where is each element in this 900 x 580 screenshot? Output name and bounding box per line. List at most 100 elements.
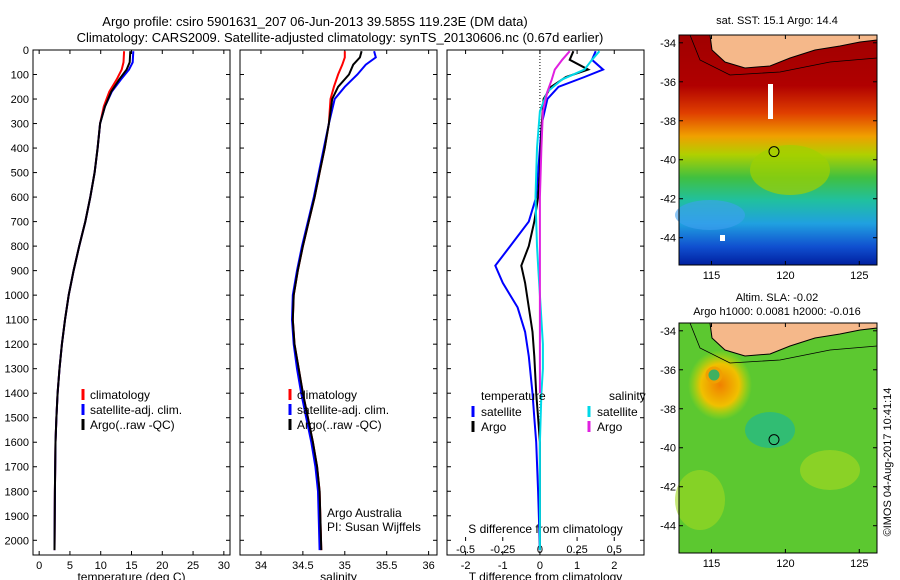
sla-map: -34 -36 -38 -40 -42 -44 115 120 125 <box>660 322 878 570</box>
sst-map-frame <box>678 34 878 266</box>
depth-tick-label: 0 <box>23 45 29 57</box>
sst-warm-patch <box>750 145 830 195</box>
salinity-xtick-label: 34 <box>255 560 267 572</box>
sla-warm-eddy <box>688 350 752 420</box>
salinity-xlabel: salinity <box>320 570 357 580</box>
temperature-panel: 0100200300400500600700800900100011001200… <box>5 45 231 580</box>
difference-panel: -2 -1 0 1 2T difference from climatology -0.5… <box>446 49 646 580</box>
salinity-series-argo-raw-qc- <box>291 50 363 551</box>
imos-watermark: ©IMOS 04-Aug-2017 10:41:14 <box>882 388 894 537</box>
depth-tick-label: 700 <box>11 217 29 229</box>
map-lat-label: -44 <box>660 233 676 245</box>
salinity-legend-label: Argo(..raw -QC) <box>297 418 382 432</box>
temperature-frame <box>32 49 231 556</box>
difference-xlabel: T difference from climatology <box>469 570 623 580</box>
temperature-legend-label: satellite-adj. clim. <box>90 403 182 417</box>
sla-map-title-1: Altim. SLA: -0.02 <box>736 292 819 304</box>
temperature-xtick-label: 15 <box>125 560 137 572</box>
depth-tick-label: 1300 <box>5 364 29 376</box>
legend-s-label: satellite <box>597 405 638 419</box>
sst-map-title: sat. SST: 15.1 Argo: 14.4 <box>716 15 838 27</box>
difference-series-t-argo <box>520 50 591 551</box>
sst-map: -34 -36 -38 -40 -42 -44 115 120 125 <box>660 34 878 282</box>
legend-t-label: satellite <box>481 405 522 419</box>
depth-tick-label: 1600 <box>5 437 29 449</box>
depth-tick-label: 1200 <box>5 339 29 351</box>
map-lon-label: 115 <box>703 270 721 282</box>
title-line-2: Climatology: CARS2009. Satellite-adjuste… <box>77 30 604 45</box>
salinity-frame <box>239 49 438 556</box>
sst-cloud-gap-2 <box>720 235 725 241</box>
map-lat-label: -40 <box>660 443 676 455</box>
map-lon-label: 125 <box>850 270 868 282</box>
sla-eddy-core <box>705 366 723 384</box>
legend-salinity-title: salinity <box>609 389 646 403</box>
map-lon-label: 115 <box>703 558 721 570</box>
salinity-xtick-label: 36 <box>422 560 434 572</box>
temperature-series-climatology <box>53 51 126 551</box>
sdiff-tick-label: -0.5 <box>456 544 475 556</box>
map-lat-label: -38 <box>660 116 676 128</box>
map-lon-label: 125 <box>850 558 868 570</box>
map-lon-label: 120 <box>776 270 794 282</box>
depth-tick-label: 1500 <box>5 413 29 425</box>
salinity-panel: 34 34.5 35 35.5 36 salinity climatologysatelli… <box>239 49 438 580</box>
sst-cloud-gap <box>768 84 773 119</box>
title-line-1: Argo profile: csiro 5901631_207 06-Jun-2… <box>102 14 527 29</box>
depth-tick-label: 600 <box>11 192 29 204</box>
temperature-xlabel: temperature (deg C) <box>77 570 185 580</box>
difference-xtick-label: 0 <box>537 560 543 572</box>
depth-tick-label: 300 <box>11 119 29 131</box>
map-lat-label: -40 <box>660 155 676 167</box>
depth-tick-label: 2000 <box>5 535 29 547</box>
sla-map-ticks: -34 -36 -38 -40 -42 -44 115 120 125 <box>660 323 877 570</box>
legend-s-label: Argo <box>597 420 623 434</box>
depth-tick-label: 1900 <box>5 511 29 523</box>
salinity-xtick-label: 35 <box>339 560 351 572</box>
depth-tick-label: 100 <box>11 70 29 82</box>
depth-tick-label: 800 <box>11 241 29 253</box>
temperature-xtick-label: 5 <box>67 560 73 572</box>
sst-argo-position-marker <box>768 146 780 158</box>
difference-xtick-label: -1 <box>498 560 508 572</box>
sla-bathymetry-contour <box>689 322 878 364</box>
depth-tick-label: 200 <box>11 94 29 106</box>
map-lat-label: -38 <box>660 404 676 416</box>
temperature-xtick-label: 20 <box>156 560 168 572</box>
sdiff-tick-label: 0.25 <box>566 544 587 556</box>
difference-series-s-argo <box>538 50 571 394</box>
sla-cool-patch <box>745 412 795 448</box>
salinity-series-satellite-adj-clim- <box>290 50 377 551</box>
temperature-xtick-label: 0 <box>36 560 42 572</box>
sla-argo-position-marker <box>768 434 780 446</box>
depth-tick-label: 500 <box>11 168 29 180</box>
sla-map-frame <box>678 322 878 554</box>
depth-tick-label: 1400 <box>5 388 29 400</box>
salinity-xtick-label: 34.5 <box>292 560 313 572</box>
sdiff-axis-label: S difference from climatology <box>468 522 623 536</box>
legend-temperature-title: temperature <box>481 389 546 403</box>
map-lat-label: -44 <box>660 521 676 533</box>
sla-map-title-2: Argo h1000: 0.0081 h2000: -0.016 <box>693 306 861 318</box>
map-lat-label: -42 <box>660 194 676 206</box>
map-lat-label: -36 <box>660 77 676 89</box>
sst-map-ticks: -34 -36 -38 -40 -42 -44 115 120 125 <box>660 35 877 282</box>
depth-tick-label: 1000 <box>5 290 29 302</box>
map-lat-label: -42 <box>660 482 676 494</box>
salinity-xtick-label: 35.5 <box>376 560 397 572</box>
difference-series-s-satellite <box>534 50 601 551</box>
difference-series-t-satellite <box>494 50 605 551</box>
sla-light-patch-2 <box>675 470 725 530</box>
sst-cool-patch <box>675 200 745 230</box>
temperature-xtick-label: 30 <box>218 560 230 572</box>
temperature-legend-label: climatology <box>90 388 150 402</box>
sdiff-tick-label: -0.25 <box>490 544 515 556</box>
salinity-legend-label: satellite-adj. clim. <box>297 403 389 417</box>
depth-tick-label: 400 <box>11 143 29 155</box>
credit-annotation: Argo Australia <box>327 506 402 520</box>
depth-tick-label: 1700 <box>5 462 29 474</box>
map-lat-label: -34 <box>660 326 676 338</box>
difference-xtick-label: 2 <box>611 560 617 572</box>
difference-xtick-label: 1 <box>574 560 580 572</box>
